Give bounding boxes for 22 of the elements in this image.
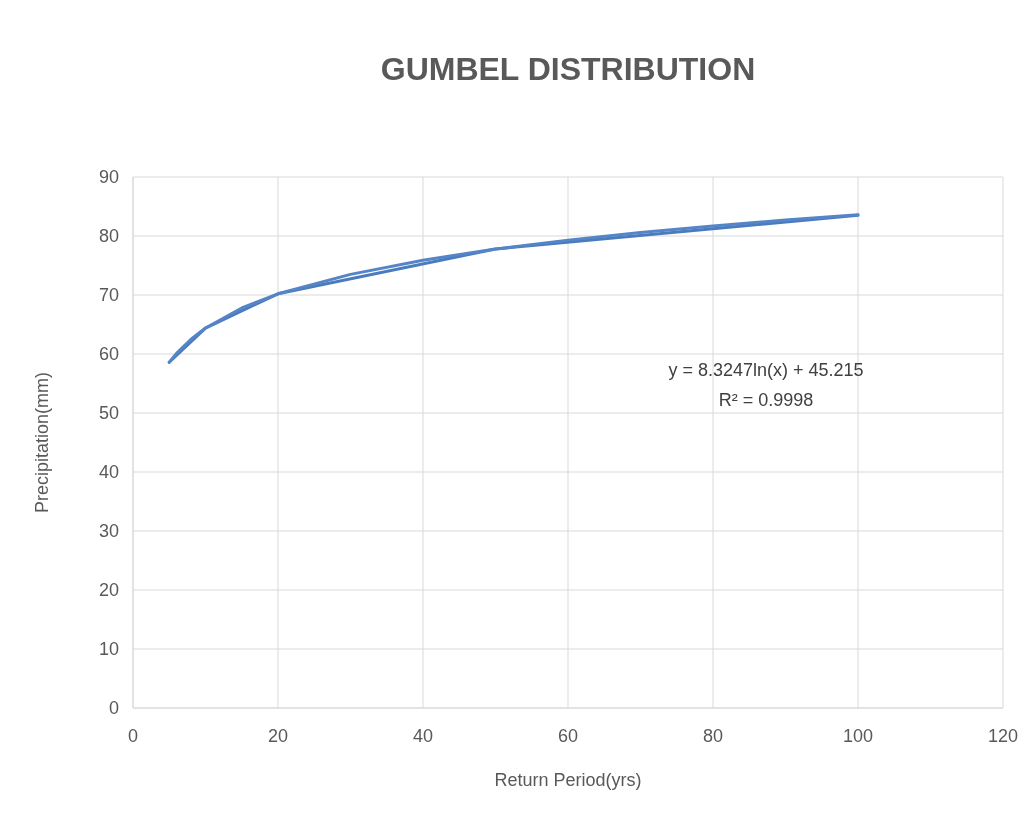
x-tick-label: 0 <box>127 726 139 746</box>
x-tick-label: 20 <box>267 726 289 746</box>
x-tick-label: 60 <box>557 726 579 746</box>
y-tick-label: 90 <box>98 167 119 188</box>
y-tick-label: 0 <box>108 698 119 719</box>
y-tick-label: 80 <box>98 226 119 247</box>
x-tick-label: 80 <box>702 726 724 746</box>
y-tick-label: 50 <box>98 403 119 424</box>
chart-title: GUMBEL DISTRIBUTION <box>380 51 756 87</box>
x-tick-label: 100 <box>842 726 874 746</box>
annotation: y = 8.3247ln(x) + 45.215 <box>668 360 864 380</box>
y-tick-label: 20 <box>98 580 119 601</box>
y-tick-label: 40 <box>98 462 119 483</box>
x-tick-label: 120 <box>987 726 1019 746</box>
y-tick-label: 60 <box>98 344 119 365</box>
x-axis-title: Return Period(yrs) <box>494 770 642 790</box>
y-tick-label: 10 <box>98 639 119 660</box>
x-tick-label: 40 <box>412 726 434 746</box>
y-tick-label: 70 <box>98 285 119 306</box>
y-axis-title: Precipitation(mm) <box>32 371 52 514</box>
annotation: R² = 0.9998 <box>718 390 814 410</box>
y-tick-label: 30 <box>98 521 119 542</box>
